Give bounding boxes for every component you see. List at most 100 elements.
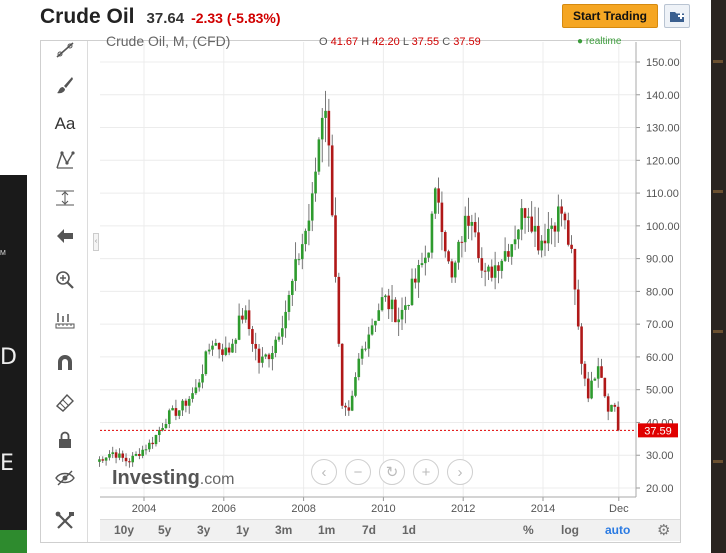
zoom-tool[interactable]: [50, 267, 80, 293]
candle-body: [364, 348, 367, 350]
lock-tool[interactable]: [50, 427, 80, 453]
candle-body: [187, 398, 191, 406]
candle-body: [221, 349, 224, 355]
candle-body: [108, 454, 111, 458]
watermark-brand: Investing: [112, 467, 200, 489]
range-3y[interactable]: 3y: [197, 523, 211, 537]
range-3m[interactable]: 3m: [275, 523, 293, 537]
candle-body: [254, 343, 258, 349]
range-10y[interactable]: 10y: [114, 523, 135, 537]
candle-body: [380, 297, 384, 311]
reset-button[interactable]: ↻: [379, 459, 405, 485]
y-tick-label: 80.00: [646, 286, 674, 298]
zoom-in-button[interactable]: +: [413, 459, 439, 485]
candle-body: [590, 380, 593, 399]
right-strip-mark: [713, 460, 723, 463]
candle-body: [334, 215, 337, 277]
realtime-label: realtime: [585, 36, 622, 47]
candle-body: [503, 251, 507, 261]
left-strip-mini-text: M: [0, 250, 6, 257]
candle-body: [141, 449, 144, 456]
log-scale-toggle[interactable]: log: [561, 523, 579, 537]
scroll-right-button[interactable]: ›: [447, 459, 473, 485]
chart-settings-gear-icon[interactable]: ⚙: [657, 522, 671, 539]
candle-body: [384, 295, 387, 298]
candle-body: [477, 232, 480, 259]
toolbar-collapse-handle[interactable]: ‹: [93, 233, 99, 251]
candle-body: [138, 453, 141, 456]
candle-body: [510, 244, 514, 257]
range-7d[interactable]: 7d: [362, 523, 377, 537]
trendline-tool[interactable]: [50, 37, 80, 63]
last-price: 37.64: [146, 10, 185, 27]
tools-menu[interactable]: [50, 508, 80, 534]
candle-body: [397, 319, 400, 323]
y-tick-label: 130.00: [646, 123, 680, 135]
text-tool[interactable]: Aa: [54, 114, 76, 133]
candle-body: [264, 354, 267, 357]
candle-body: [131, 455, 134, 463]
pattern-tool[interactable]: [50, 147, 80, 173]
candle-body: [453, 262, 457, 278]
magnet-icon: [58, 355, 72, 370]
candle-body: [121, 453, 125, 458]
eraser-tool[interactable]: [50, 389, 80, 415]
measure-tool[interactable]: [50, 307, 80, 333]
magnet-tool[interactable]: [50, 350, 80, 376]
y-tick-label: 140.00: [646, 90, 680, 102]
candle-body: [367, 334, 371, 349]
hide-drawings-tool[interactable]: [50, 465, 80, 491]
candle-body: [184, 400, 188, 406]
ohlc-label: L: [402, 36, 409, 48]
remove-drawings-tool[interactable]: [50, 223, 80, 249]
candle-body: [404, 305, 407, 310]
candle-body: [237, 315, 241, 340]
candle-body: [111, 452, 115, 455]
y-tick-label: 150.00: [646, 57, 680, 69]
range-1m[interactable]: 1m: [318, 523, 336, 537]
candle-body: [340, 343, 344, 406]
fib-retracement-tool[interactable]: [50, 185, 80, 211]
ohlc-low: 37.55: [411, 36, 440, 48]
candle-body: [493, 265, 497, 278]
zoom-out-button[interactable]: −: [345, 459, 371, 485]
candle-body: [467, 215, 470, 226]
left-strip-green-block: [0, 530, 27, 553]
percent-scale-toggle[interactable]: %: [523, 523, 534, 537]
candle-body: [610, 404, 613, 412]
ohlc-close: 37.59: [453, 36, 481, 48]
candle-body: [234, 339, 238, 344]
range-1d[interactable]: 1d: [402, 523, 417, 537]
candle-body: [596, 366, 600, 379]
start-trading-button[interactable]: Start Trading: [562, 4, 658, 28]
candle-body: [566, 220, 570, 245]
left-strip-letter: E: [0, 451, 14, 476]
candle-body: [430, 213, 434, 253]
candle-body: [281, 328, 284, 337]
candle-body: [593, 378, 597, 381]
candle-body: [294, 259, 297, 281]
candle-body: [603, 377, 607, 397]
add-to-portfolio-icon: [670, 12, 684, 22]
chart-legend: Crude Oil, M, (CFD): [106, 33, 231, 49]
candle-body: [533, 225, 537, 232]
candle-body: [606, 396, 610, 412]
range-5y[interactable]: 5y: [158, 523, 172, 537]
auto-scale-toggle[interactable]: auto: [605, 523, 631, 537]
candle-body: [114, 452, 118, 458]
candle-body: [487, 266, 490, 272]
candle-body: [447, 251, 450, 262]
candle-body: [537, 225, 540, 251]
scroll-left-button[interactable]: ‹: [311, 459, 337, 485]
candle-body: [437, 188, 440, 203]
brush-tool[interactable]: [50, 72, 80, 98]
range-1y[interactable]: 1y: [236, 523, 250, 537]
candle-body: [377, 310, 381, 321]
candle-body: [387, 295, 391, 310]
candle-body: [550, 225, 553, 229]
add-to-portfolio-button[interactable]: [664, 4, 690, 28]
candle-body: [251, 329, 254, 344]
x-tick-label: 2010: [371, 503, 395, 515]
